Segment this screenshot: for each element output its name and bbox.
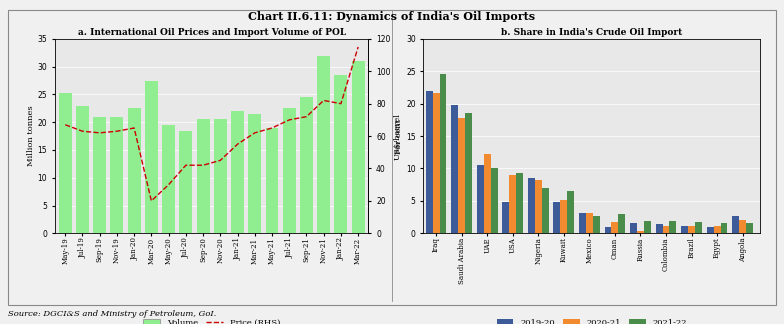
Bar <box>510 175 516 233</box>
Bar <box>528 178 535 233</box>
Bar <box>283 108 296 233</box>
Bar <box>465 113 472 233</box>
Bar <box>619 214 626 233</box>
Bar <box>739 220 746 233</box>
Bar <box>491 168 498 233</box>
Bar <box>695 222 702 233</box>
Y-axis label: US$/barrel: US$/barrel <box>394 112 401 160</box>
Bar <box>214 120 227 233</box>
Bar <box>59 93 71 233</box>
Bar <box>318 55 330 233</box>
Bar <box>630 223 637 233</box>
Bar <box>426 91 433 233</box>
Y-axis label: Per cent: Per cent <box>395 119 403 154</box>
Bar <box>579 213 586 233</box>
Bar <box>732 216 739 233</box>
Bar <box>452 105 458 233</box>
Bar <box>197 120 209 233</box>
Bar <box>111 117 123 233</box>
Bar <box>670 221 677 233</box>
Bar <box>604 227 612 233</box>
Bar <box>300 97 313 233</box>
Bar <box>249 114 261 233</box>
Bar <box>568 191 574 233</box>
Bar <box>180 131 192 233</box>
Bar <box>681 226 688 233</box>
Bar <box>612 222 619 233</box>
Bar <box>458 118 465 233</box>
Bar <box>713 226 720 233</box>
Bar <box>662 226 670 233</box>
Bar <box>554 202 561 233</box>
Bar <box>637 231 644 233</box>
Bar <box>266 128 278 233</box>
Bar <box>503 202 510 233</box>
Bar <box>162 125 175 233</box>
Bar <box>706 227 713 233</box>
Bar <box>484 154 491 233</box>
Bar <box>93 117 106 233</box>
Legend: Volume, Price (RHS): Volume, Price (RHS) <box>140 316 283 324</box>
Bar <box>516 173 523 233</box>
Bar <box>542 188 549 233</box>
Bar <box>477 165 484 233</box>
Bar <box>586 213 593 233</box>
Bar <box>535 180 542 233</box>
Bar <box>720 223 728 233</box>
Legend: 2019-20, 2020-21, 2021-22: 2019-20, 2020-21, 2021-22 <box>493 316 691 324</box>
Bar <box>145 81 158 233</box>
Bar <box>688 226 695 233</box>
Bar <box>433 93 440 233</box>
Bar <box>561 200 568 233</box>
Bar <box>76 106 89 233</box>
Bar <box>352 61 365 233</box>
Bar <box>746 223 753 233</box>
Text: Source: DGCI&S and Ministry of Petroleum, GoI.: Source: DGCI&S and Ministry of Petroleum… <box>8 309 216 318</box>
Title: b. Share in India's Crude Oil Import: b. Share in India's Crude Oil Import <box>501 28 683 37</box>
Text: Chart II.6.11: Dynamics of India's Oil Imports: Chart II.6.11: Dynamics of India's Oil I… <box>249 11 535 22</box>
Bar <box>231 111 244 233</box>
Bar <box>440 74 446 233</box>
Bar <box>644 221 651 233</box>
Y-axis label: Million tonnes: Million tonnes <box>27 106 34 167</box>
Bar <box>128 108 140 233</box>
Bar <box>655 224 662 233</box>
Bar <box>593 216 600 233</box>
Bar <box>335 75 347 233</box>
Title: a. International Oil Prices and Import Volume of POL: a. International Oil Prices and Import V… <box>78 28 346 37</box>
